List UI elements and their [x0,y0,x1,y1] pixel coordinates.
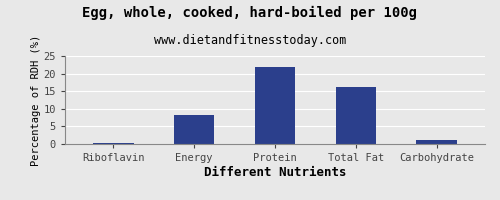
Bar [255,67,295,144]
Text: www.dietandfitnesstoday.com: www.dietandfitnesstoday.com [154,34,346,47]
Bar [336,87,376,144]
Bar [416,140,457,144]
Y-axis label: Percentage of RDH (%): Percentage of RDH (%) [30,34,40,166]
Text: Egg, whole, cooked, hard-boiled per 100g: Egg, whole, cooked, hard-boiled per 100g [82,6,417,20]
Bar [174,115,214,144]
X-axis label: Different Nutrients: Different Nutrients [204,166,346,179]
Bar [94,143,134,144]
